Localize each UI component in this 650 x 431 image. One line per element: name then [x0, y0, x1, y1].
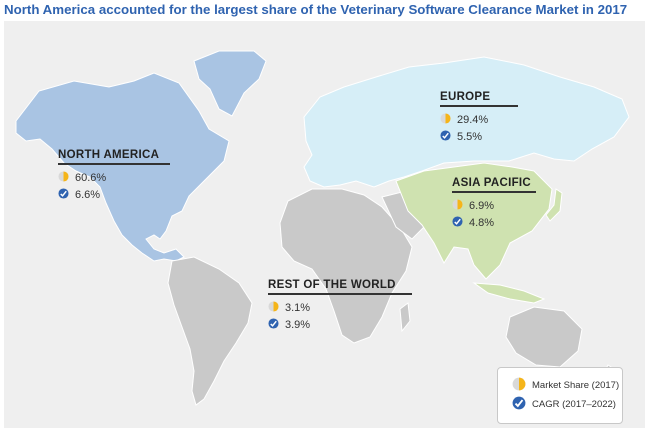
- map-africa: [279, 188, 413, 344]
- market-share-value: 3.1%: [285, 302, 311, 314]
- region-name: EUROPE: [440, 91, 491, 103]
- map-europe: [303, 56, 630, 188]
- market-share-stat: 6.9%: [452, 198, 536, 215]
- cagr-stat: 6.6%: [58, 187, 170, 204]
- map-madagascar: [399, 302, 411, 333]
- cagr-stat: 5.5%: [440, 129, 518, 146]
- market-share-value: 29.4%: [457, 114, 489, 126]
- cagr-value: 5.5%: [457, 131, 483, 143]
- market-share-stat: 3.1%: [268, 300, 412, 317]
- growth-check-icon: [452, 216, 463, 230]
- pie-chart-icon: [58, 171, 69, 185]
- cagr-value: 4.8%: [469, 217, 495, 229]
- cagr-stat: 4.8%: [452, 215, 536, 232]
- legend-share-label: Market Share (2017): [532, 380, 620, 391]
- cagr-value: 6.6%: [75, 189, 101, 201]
- market-share-stat: 60.6%: [58, 170, 170, 187]
- region-rest-of-world: REST OF THE WORLD 3.1% 3.9%: [268, 279, 412, 334]
- growth-check-icon: [440, 130, 451, 144]
- region-divider: [268, 293, 412, 295]
- pie-chart-icon: [512, 377, 526, 394]
- map-legend: Market Share (2017) CAGR (2017–2022): [497, 367, 623, 424]
- market-share-stat: 29.4%: [440, 112, 518, 129]
- pie-chart-icon: [452, 199, 463, 213]
- map-australia: [505, 306, 583, 368]
- map-japan: [545, 188, 563, 222]
- cagr-value: 3.9%: [285, 319, 311, 331]
- region-name: NORTH AMERICA: [58, 149, 160, 161]
- region-divider: [452, 191, 536, 193]
- legend-item-cagr: CAGR (2017–2022): [498, 395, 622, 414]
- legend-cagr-label: CAGR (2017–2022): [532, 399, 616, 410]
- region-divider: [440, 105, 518, 107]
- growth-check-icon: [268, 318, 279, 332]
- market-share-value: 6.9%: [469, 200, 495, 212]
- chart-title: North America accounted for the largest …: [4, 2, 628, 17]
- growth-check-icon: [58, 188, 69, 202]
- map-north-america: [15, 72, 230, 262]
- region-name: ASIA PACIFIC: [452, 177, 531, 189]
- map-indonesia: [472, 282, 546, 304]
- region-divider: [58, 163, 170, 165]
- region-europe: EUROPE 29.4% 5.5%: [440, 91, 518, 146]
- region-name: REST OF THE WORLD: [268, 279, 396, 291]
- market-share-value: 60.6%: [75, 172, 107, 184]
- map-south-america: [167, 256, 253, 406]
- map-panel: NORTH AMERICA 60.6% 6.6% EUROPE 29.4% 5.…: [4, 21, 645, 428]
- pie-chart-icon: [268, 301, 279, 315]
- region-asia-pacific: ASIA PACIFIC 6.9% 4.8%: [452, 177, 536, 232]
- pie-chart-icon: [440, 113, 451, 127]
- cagr-stat: 3.9%: [268, 317, 412, 334]
- growth-check-icon: [512, 396, 526, 413]
- region-north-america: NORTH AMERICA 60.6% 6.6%: [58, 149, 170, 204]
- map-greenland: [193, 50, 267, 117]
- world-map: [15, 50, 630, 406]
- legend-item-share: Market Share (2017): [498, 376, 622, 395]
